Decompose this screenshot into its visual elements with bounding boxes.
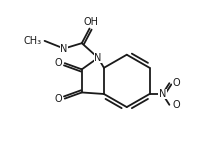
Text: N: N <box>94 53 102 63</box>
Text: O: O <box>54 58 62 68</box>
Text: OH: OH <box>84 17 99 27</box>
Text: O: O <box>172 78 180 88</box>
Text: N: N <box>159 89 166 99</box>
Text: O: O <box>54 94 62 104</box>
Text: O: O <box>172 100 180 110</box>
Text: CH₃: CH₃ <box>23 36 42 46</box>
Text: N: N <box>60 44 68 54</box>
